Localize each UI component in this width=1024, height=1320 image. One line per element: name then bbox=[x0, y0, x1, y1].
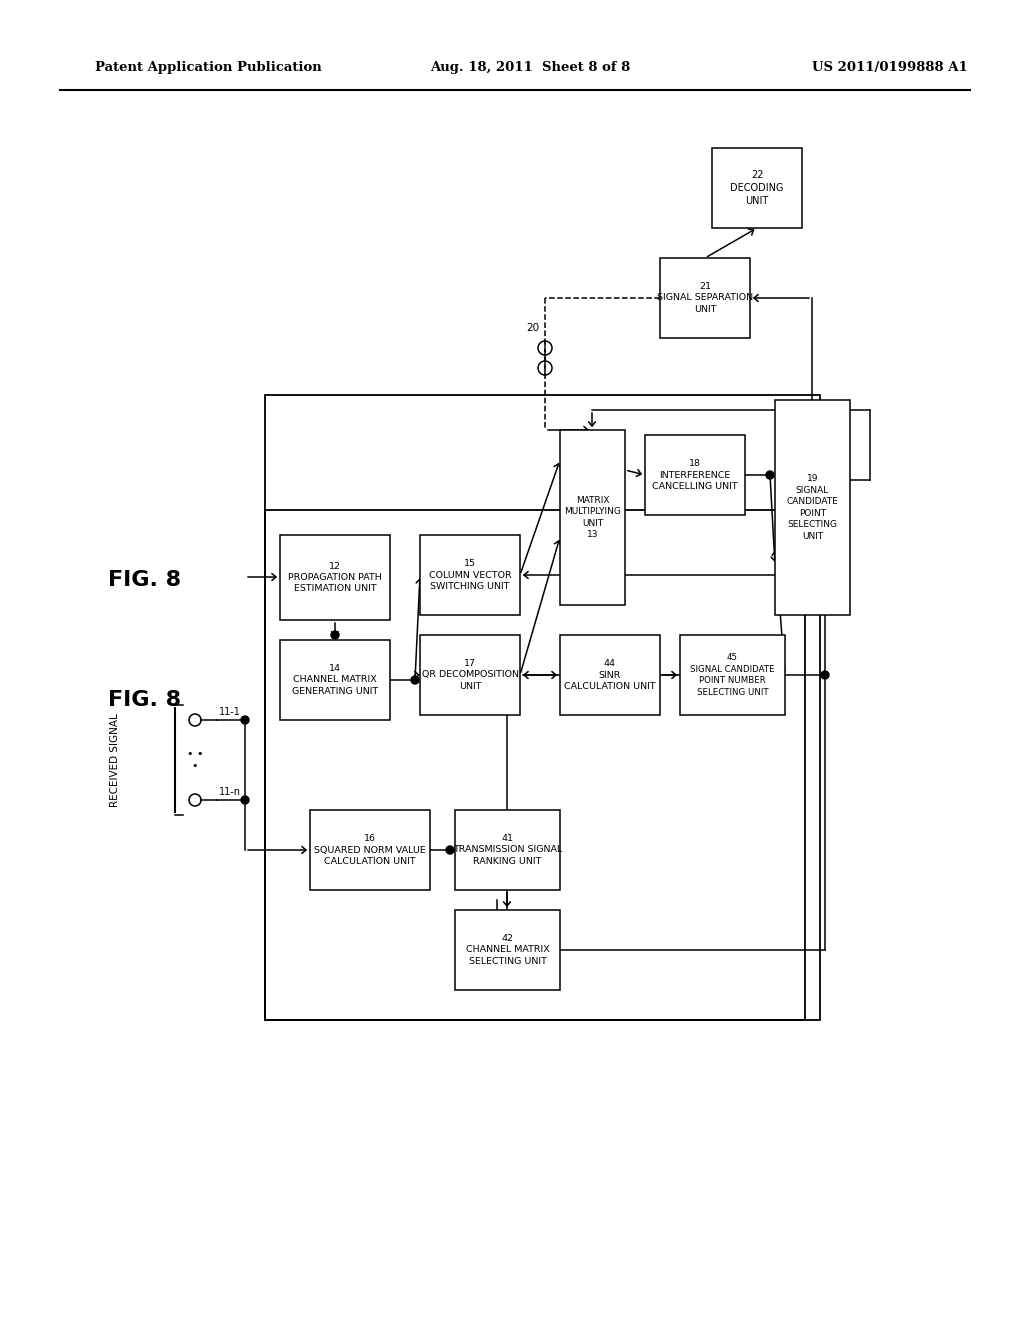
Bar bbox=[310, 810, 430, 890]
Text: FIG. 8: FIG. 8 bbox=[109, 570, 181, 590]
Text: 17
QR DECOMPOSITION
UNIT: 17 QR DECOMPOSITION UNIT bbox=[422, 659, 518, 690]
Circle shape bbox=[241, 796, 249, 804]
Circle shape bbox=[766, 471, 774, 479]
Circle shape bbox=[241, 715, 249, 723]
Text: 14
CHANNEL MATRIX
GENERATING UNIT: 14 CHANNEL MATRIX GENERATING UNIT bbox=[292, 664, 378, 696]
Text: 44
SINR
CALCULATION UNIT: 44 SINR CALCULATION UNIT bbox=[564, 659, 655, 690]
Bar bbox=[560, 430, 625, 605]
Text: 20: 20 bbox=[526, 323, 540, 333]
Bar bbox=[280, 535, 390, 620]
Text: 11-1: 11-1 bbox=[219, 708, 241, 717]
Text: US 2011/0199888 A1: US 2011/0199888 A1 bbox=[812, 62, 968, 74]
Circle shape bbox=[411, 676, 419, 684]
Text: Aug. 18, 2011  Sheet 8 of 8: Aug. 18, 2011 Sheet 8 of 8 bbox=[430, 62, 630, 74]
Text: 18
INTERFERENCE
CANCELLING UNIT: 18 INTERFERENCE CANCELLING UNIT bbox=[652, 459, 738, 491]
Bar bbox=[420, 635, 520, 715]
Text: 11-n: 11-n bbox=[219, 787, 241, 797]
Bar bbox=[455, 909, 560, 990]
Bar bbox=[265, 395, 820, 1020]
Bar bbox=[645, 436, 745, 515]
Text: FIG. 8: FIG. 8 bbox=[109, 690, 181, 710]
Bar bbox=[265, 510, 805, 1020]
Text: Patent Application Publication: Patent Application Publication bbox=[95, 62, 322, 74]
Text: MATRIX
MULTIPLYING
UNIT
13: MATRIX MULTIPLYING UNIT 13 bbox=[564, 496, 621, 539]
Text: 21
SIGNAL SEPARATION
UNIT: 21 SIGNAL SEPARATION UNIT bbox=[657, 282, 753, 314]
Text: 16
SQUARED NORM VALUE
CALCULATION UNIT: 16 SQUARED NORM VALUE CALCULATION UNIT bbox=[314, 834, 426, 866]
Bar bbox=[775, 400, 850, 615]
Bar bbox=[712, 148, 802, 228]
Text: 22
DECODING
UNIT: 22 DECODING UNIT bbox=[730, 170, 783, 206]
Circle shape bbox=[331, 631, 339, 639]
Circle shape bbox=[446, 846, 454, 854]
Text: RECEIVED SIGNAL: RECEIVED SIGNAL bbox=[110, 713, 120, 807]
Bar bbox=[455, 810, 560, 890]
Bar bbox=[680, 635, 785, 715]
Bar bbox=[560, 635, 660, 715]
Text: • •
•: • • • bbox=[186, 750, 203, 771]
Text: 12
PROPAGATION PATH
ESTIMATION UNIT: 12 PROPAGATION PATH ESTIMATION UNIT bbox=[288, 561, 382, 594]
Text: 19
SIGNAL
CANDIDATE
POINT
SELECTING
UNIT: 19 SIGNAL CANDIDATE POINT SELECTING UNIT bbox=[786, 474, 839, 541]
Text: 15
COLUMN VECTOR
SWITCHING UNIT: 15 COLUMN VECTOR SWITCHING UNIT bbox=[429, 560, 511, 591]
Text: 45
SIGNAL CANDIDATE
POINT NUMBER
SELECTING UNIT: 45 SIGNAL CANDIDATE POINT NUMBER SELECTI… bbox=[690, 653, 775, 697]
Text: 41
TRANSMISSION SIGNAL
RANKING UNIT: 41 TRANSMISSION SIGNAL RANKING UNIT bbox=[453, 834, 562, 866]
Circle shape bbox=[821, 671, 829, 678]
Text: 42
CHANNEL MATRIX
SELECTING UNIT: 42 CHANNEL MATRIX SELECTING UNIT bbox=[466, 935, 549, 966]
Bar bbox=[280, 640, 390, 719]
Bar bbox=[660, 257, 750, 338]
Bar bbox=[420, 535, 520, 615]
